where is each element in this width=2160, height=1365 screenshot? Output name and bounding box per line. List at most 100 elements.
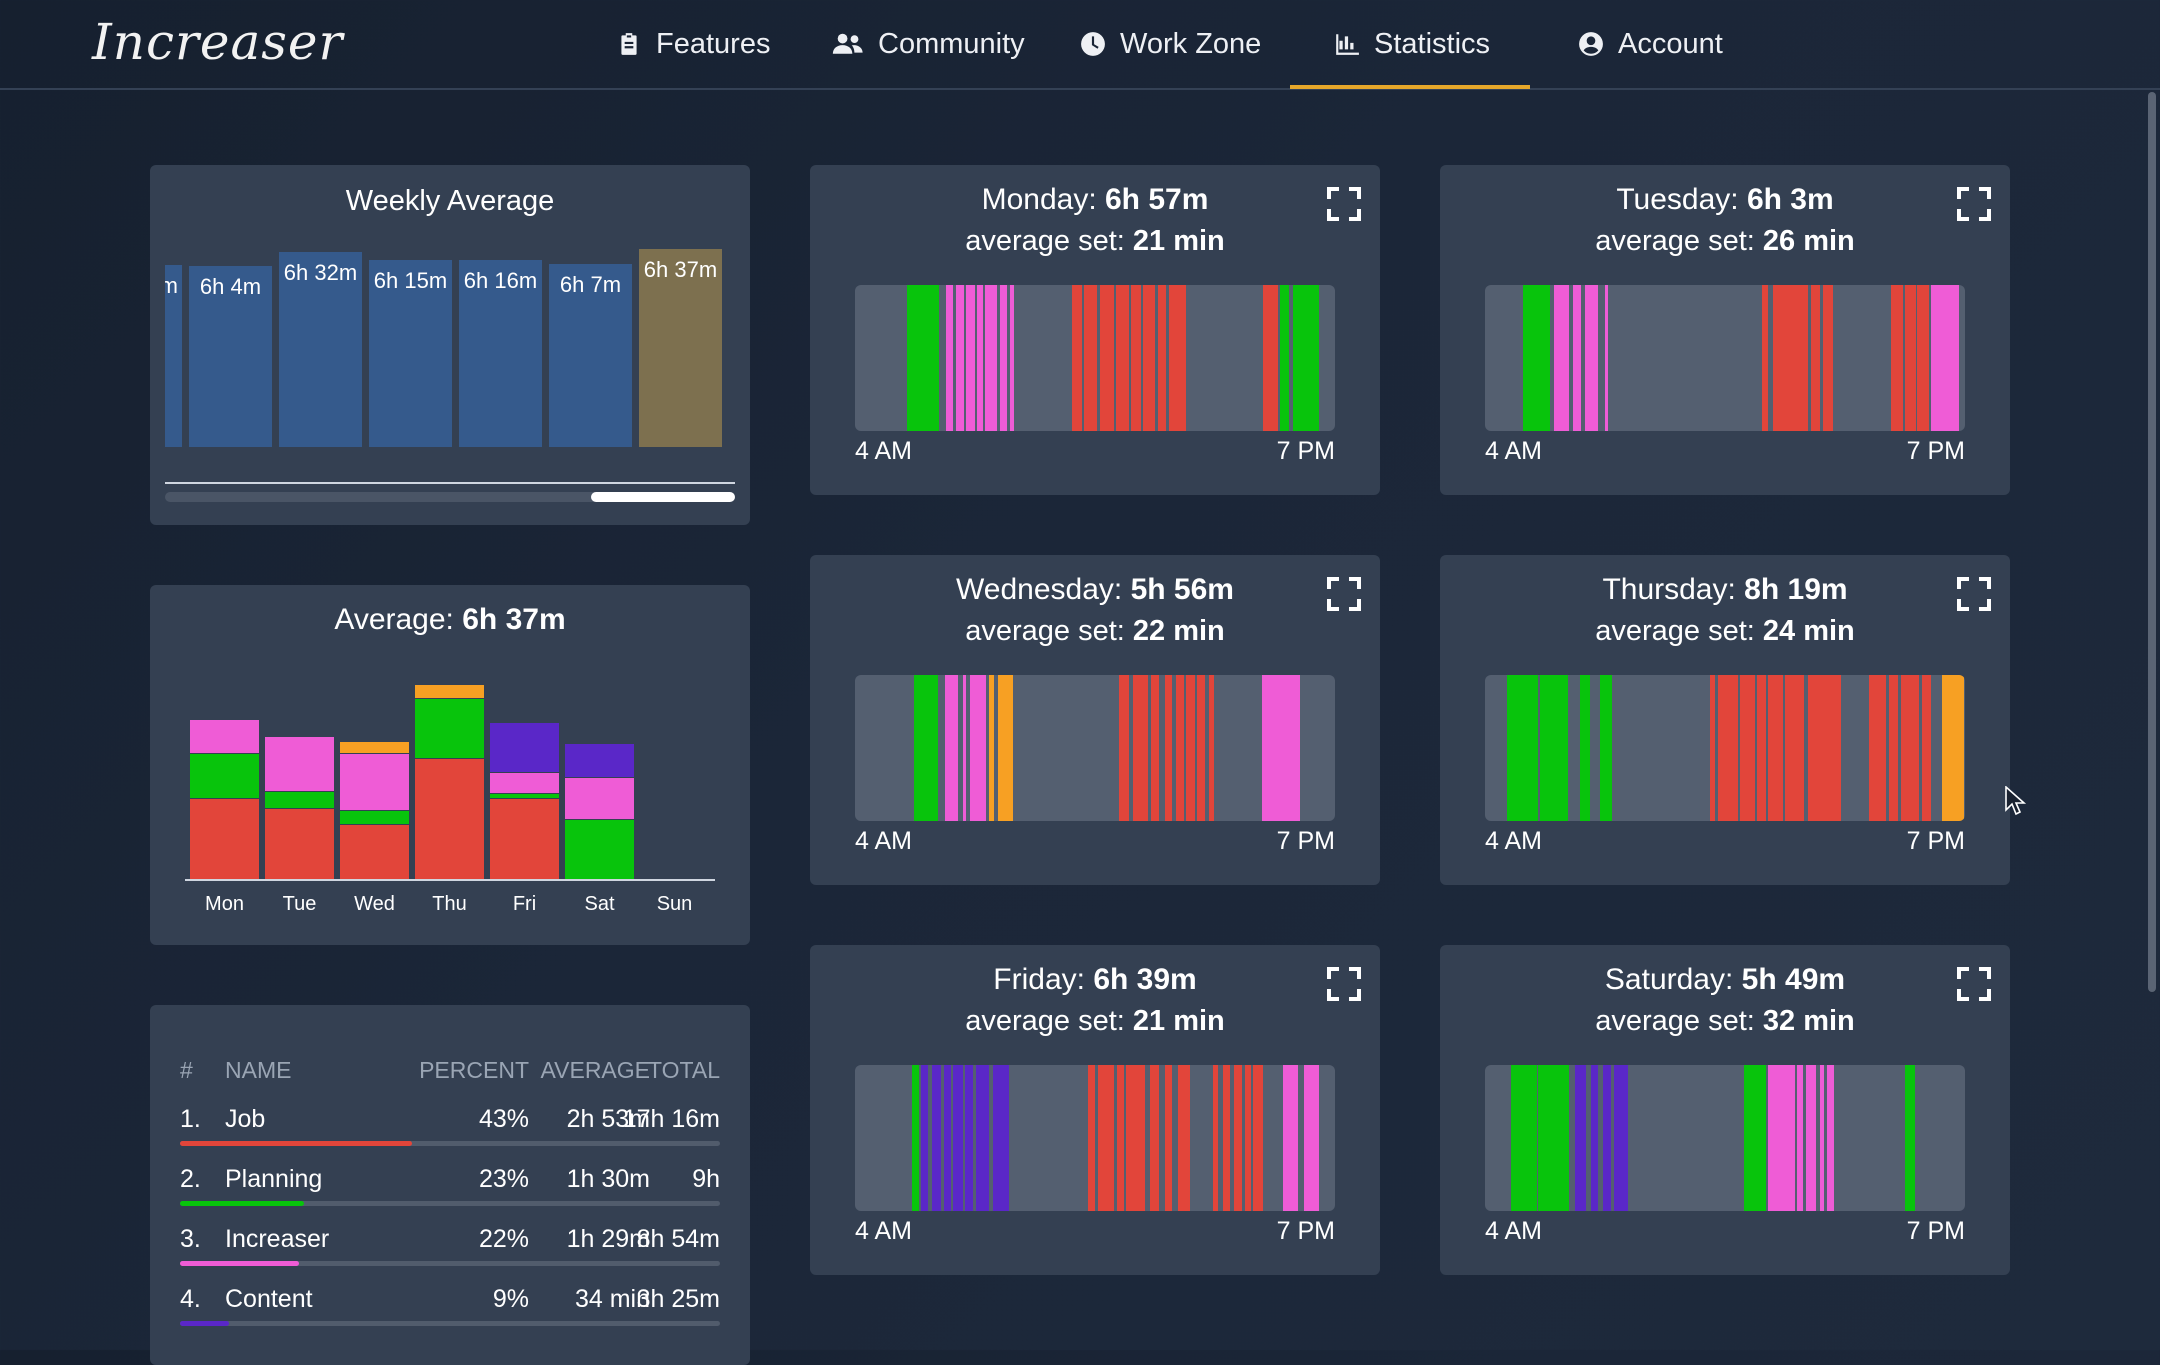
weekly-bar[interactable]: 6h 16m bbox=[459, 259, 542, 447]
average-set-label: average set: bbox=[1595, 615, 1763, 647]
timeline-session bbox=[1905, 1065, 1915, 1211]
average-label: Average: bbox=[334, 603, 463, 636]
timeline-session bbox=[1819, 1065, 1825, 1211]
day-title: Friday: 6h 39m bbox=[810, 963, 1380, 997]
timeline-session bbox=[997, 675, 1014, 821]
average-set-value: 24 min bbox=[1762, 615, 1855, 647]
timeline-session bbox=[1807, 675, 1842, 821]
average-panel: Average: 6h 37m Mon Tue Wed Thu Fri Sat Sun bbox=[150, 585, 750, 945]
timeline-end-label: 7 PM bbox=[1906, 437, 1965, 465]
day-panel-wednesday: Wednesday: 5h 56m average set: 22 min 4 AM… bbox=[810, 555, 1380, 885]
timeline-session bbox=[1744, 1065, 1766, 1211]
timeline-session bbox=[965, 1065, 974, 1211]
weekly-bar[interactable]: 6h 7m bbox=[549, 264, 632, 447]
weekly-bar[interactable]: 6h 15m bbox=[369, 260, 452, 447]
average-value: 6h 37m bbox=[462, 603, 566, 636]
day-timeline bbox=[1485, 1065, 1965, 1211]
fullscreen-icon bbox=[1957, 187, 1991, 221]
fullscreen-icon bbox=[1327, 187, 1361, 221]
weekly-bar-label: 6h 7m bbox=[559, 272, 622, 298]
row-total: 9h bbox=[692, 1165, 720, 1193]
timeline-session bbox=[1584, 285, 1599, 431]
nav-account[interactable]: Account bbox=[1578, 0, 1723, 88]
average-stacked-chart bbox=[185, 680, 715, 880]
day-timeline bbox=[1485, 675, 1965, 821]
timeline-session bbox=[1175, 675, 1185, 821]
page-scrollbar[interactable] bbox=[2148, 92, 2156, 992]
weekly-bar[interactable]: m bbox=[165, 264, 182, 447]
timeline-session bbox=[911, 1065, 919, 1211]
timeline-session bbox=[1917, 285, 1929, 431]
nav-community[interactable]: Community bbox=[832, 0, 1025, 88]
expand-icon[interactable] bbox=[1327, 967, 1361, 1001]
row-progress-fill bbox=[180, 1321, 229, 1326]
weekly-scrollbar-thumb[interactable] bbox=[591, 492, 735, 502]
timeline-session bbox=[920, 285, 940, 431]
row-average: 1h 29m bbox=[566, 1225, 650, 1253]
weekly-scrollbar[interactable] bbox=[165, 492, 735, 502]
timeline-session bbox=[1811, 285, 1820, 431]
timeline-session bbox=[1164, 1065, 1172, 1211]
day-name: Tuesday: bbox=[1616, 183, 1747, 216]
bar-chart-icon bbox=[1336, 34, 1359, 55]
row-progress-fill bbox=[180, 1261, 299, 1266]
app-logo[interactable]: Increaser bbox=[92, 13, 344, 71]
weekly-bar[interactable]: 6h 4m bbox=[189, 265, 272, 447]
expand-icon[interactable] bbox=[1957, 577, 1991, 611]
stacked-segment-content bbox=[490, 722, 559, 772]
top-nav: Increaser Features Community Work Zone S… bbox=[0, 0, 2160, 90]
nav-features[interactable]: Features bbox=[616, 0, 770, 88]
timeline-session bbox=[1097, 1065, 1115, 1211]
timeline-session bbox=[1580, 675, 1590, 821]
timeline-session bbox=[1116, 1065, 1124, 1211]
timeline-session bbox=[1072, 285, 1082, 431]
timeline-session bbox=[921, 1065, 929, 1211]
timeline-session bbox=[1827, 1065, 1835, 1211]
weekly-bar[interactable]: 6h 32m bbox=[279, 252, 362, 447]
day-panel-monday: Monday: 6h 57m average set: 21 min 4 AM 7 P… bbox=[810, 165, 1380, 495]
timeline-session bbox=[977, 285, 983, 431]
timeline-session bbox=[1553, 285, 1569, 431]
timeline-session bbox=[1234, 1065, 1242, 1211]
timeline-session bbox=[1605, 285, 1608, 431]
expand-icon[interactable] bbox=[1327, 187, 1361, 221]
weekly-bar-label: 6h 16m bbox=[463, 267, 538, 293]
expand-icon[interactable] bbox=[1327, 577, 1361, 611]
stacked-x-axis: Mon Tue Wed Thu Fri Sat Sun bbox=[185, 893, 715, 923]
clipboard-icon bbox=[621, 33, 637, 55]
day-panel-thursday: Thursday: 8h 19m average set: 24 min 4 AM 7… bbox=[1440, 555, 2010, 885]
nav-account-label: Account bbox=[1618, 27, 1723, 60]
row-number: 2. bbox=[180, 1165, 201, 1193]
timeline-session bbox=[1921, 675, 1932, 821]
timeline-session bbox=[1126, 1065, 1146, 1211]
stacked-segment-planning bbox=[340, 810, 409, 825]
timeline-session bbox=[1900, 675, 1920, 821]
timeline-session bbox=[1511, 1065, 1537, 1211]
day-total: 6h 57m bbox=[1105, 183, 1209, 216]
weekly-average-panel: Weekly Average m 6h 4m 6h 32m 6h 15m 6h 16m 6… bbox=[150, 165, 750, 525]
expand-icon[interactable] bbox=[1957, 187, 1991, 221]
weekly-bar-label: 6h 32m bbox=[283, 260, 358, 286]
row-name: Increaser bbox=[225, 1225, 330, 1253]
stacked-segment-planning bbox=[565, 820, 634, 879]
weekly-bar-label: 6h 15m bbox=[373, 268, 448, 294]
row-number: 4. bbox=[180, 1285, 201, 1313]
nav-statistics[interactable]: Statistics bbox=[1334, 0, 1490, 88]
col-header-num: # bbox=[180, 1057, 193, 1083]
timeline-session bbox=[1590, 1065, 1599, 1211]
timeline-session bbox=[1197, 675, 1206, 821]
row-progress-track bbox=[180, 1201, 720, 1206]
timeline-session bbox=[1822, 285, 1834, 431]
nav-work-zone-label: Work Zone bbox=[1120, 27, 1262, 60]
x-tick-label: Tue bbox=[282, 893, 317, 915]
timeline-session bbox=[1905, 285, 1916, 431]
row-total: 3h 25m bbox=[636, 1285, 720, 1313]
row-name: Content bbox=[225, 1285, 313, 1313]
user-circle-icon bbox=[1579, 32, 1603, 56]
active-tab-indicator bbox=[1290, 85, 1530, 89]
nav-work-zone[interactable]: Work Zone bbox=[1080, 0, 1261, 88]
expand-icon[interactable] bbox=[1957, 967, 1991, 1001]
stacked-segment-increaser bbox=[340, 753, 409, 810]
weekly-bar[interactable]: 6h 37m bbox=[639, 249, 722, 447]
timeline-session bbox=[1186, 675, 1195, 821]
